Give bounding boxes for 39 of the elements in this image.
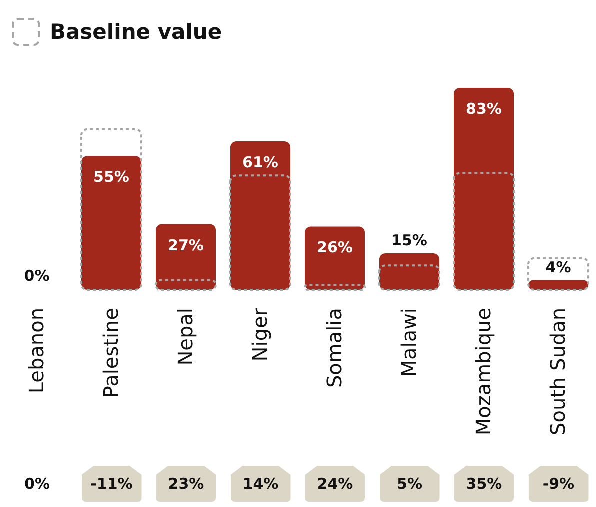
x-tick-label: Palestine [98, 308, 123, 398]
text: 24% [305, 466, 366, 502]
bar [528, 257, 590, 291]
data-label: 61% [242, 154, 278, 172]
text: 23% [156, 466, 216, 502]
bar [230, 142, 290, 290]
text: -11% [82, 466, 142, 502]
legend-label: Baseline value [50, 20, 222, 44]
bar [156, 224, 216, 290]
data-label: 83% [466, 100, 502, 118]
data-label: 26% [317, 238, 353, 257]
text: 5% [380, 466, 440, 502]
data-label: 27% [168, 236, 204, 254]
x-tick-label: South Sudan [546, 308, 570, 436]
data-label: 15% [392, 231, 428, 250]
bar [304, 284, 366, 291]
data-label: 0% [24, 267, 50, 285]
x-tick-label: Nepal [173, 308, 198, 366]
text: 0% [24, 474, 51, 495]
text: 14% [230, 466, 291, 502]
x-tick-label: Malawi [396, 308, 421, 378]
bar [380, 253, 440, 290]
bar [453, 172, 515, 291]
bar [378, 264, 440, 291]
bar [305, 226, 365, 290]
bar [155, 279, 217, 291]
x-tick-label: Lebanon [24, 308, 48, 394]
bar [454, 88, 514, 290]
bar [82, 156, 142, 290]
x-tick-label: Niger [248, 307, 272, 362]
bar [230, 174, 292, 291]
data-label: 4% [546, 258, 572, 276]
text: 35% [454, 466, 514, 502]
bar [528, 280, 588, 290]
x-tick-label: Mozambique [471, 308, 496, 436]
bar [80, 128, 142, 291]
text: -9% [528, 466, 589, 502]
x-tick-label: Somalia [322, 308, 346, 388]
data-label: 55% [94, 168, 130, 186]
